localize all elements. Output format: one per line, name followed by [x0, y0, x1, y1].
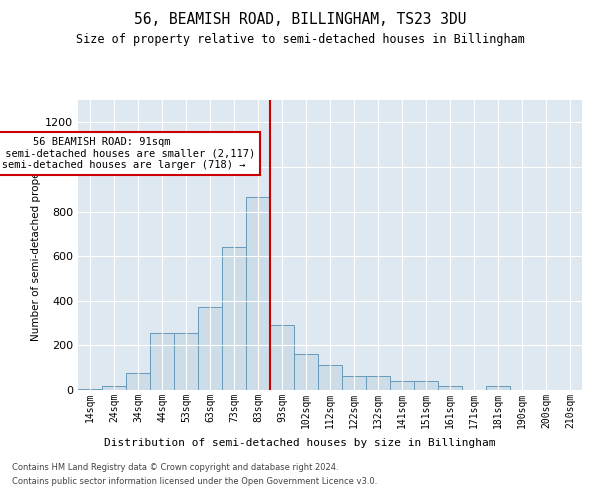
Text: Size of property relative to semi-detached houses in Billingham: Size of property relative to semi-detach… — [76, 32, 524, 46]
Bar — [246, 197, 270, 390]
Text: Distribution of semi-detached houses by size in Billingham: Distribution of semi-detached houses by … — [104, 438, 496, 448]
Bar — [366, 376, 390, 390]
Text: Contains public sector information licensed under the Open Government Licence v3: Contains public sector information licen… — [12, 478, 377, 486]
Bar — [318, 366, 342, 390]
Bar — [294, 354, 318, 390]
Bar — [486, 386, 510, 390]
Bar — [270, 326, 294, 390]
Bar — [222, 247, 246, 390]
Bar — [126, 374, 150, 390]
Bar — [78, 389, 102, 390]
Bar — [102, 386, 126, 390]
Bar — [438, 386, 462, 390]
Text: Contains HM Land Registry data © Crown copyright and database right 2024.: Contains HM Land Registry data © Crown c… — [12, 462, 338, 471]
Text: 56, BEAMISH ROAD, BILLINGHAM, TS23 3DU: 56, BEAMISH ROAD, BILLINGHAM, TS23 3DU — [134, 12, 466, 28]
Y-axis label: Number of semi-detached properties: Number of semi-detached properties — [31, 148, 41, 342]
Bar — [414, 381, 438, 390]
Bar — [198, 308, 222, 390]
Text: 56 BEAMISH ROAD: 91sqm
← 73% of semi-detached houses are smaller (2,117)
25% of : 56 BEAMISH ROAD: 91sqm ← 73% of semi-det… — [0, 137, 255, 170]
Bar — [174, 333, 198, 390]
Bar — [390, 381, 414, 390]
Bar — [342, 376, 366, 390]
Bar — [150, 333, 174, 390]
